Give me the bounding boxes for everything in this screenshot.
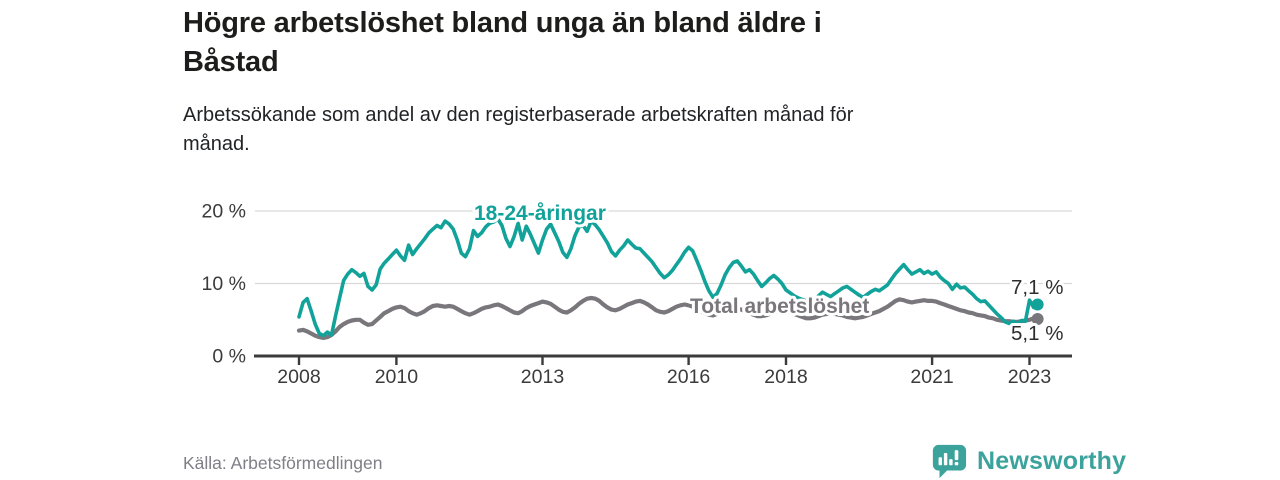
- title-line-1: Högre arbetslöshet bland unga än bland ä…: [183, 7, 822, 39]
- y-tick-label-0: 0 %: [212, 346, 246, 368]
- bar-chart-speech-bubble-icon: [932, 444, 967, 478]
- title-line-2: Båstad: [183, 46, 279, 78]
- total-series-label: Total arbetslöshet: [690, 295, 869, 318]
- brand-name: Newsworthy: [977, 446, 1127, 475]
- page-title: Högre arbetslöshet bland unga än bland ä…: [183, 4, 1183, 82]
- x-tick-label-2021: 2021: [910, 366, 953, 388]
- youth-end-dot: [1031, 298, 1044, 311]
- source-note: Källa: Arbetsförmedlingen: [183, 453, 383, 473]
- x-tick-label-2018: 2018: [764, 366, 807, 388]
- x-tick-label-2010: 2010: [375, 366, 419, 388]
- subtitle-line-2: månad.: [183, 133, 250, 155]
- youth-series-label: 18-24-åringar: [474, 202, 606, 225]
- x-tick-label-2013: 2013: [521, 366, 564, 388]
- x-tick-label-2023: 2023: [1008, 366, 1051, 388]
- y-tick-label-20: 20 %: [202, 201, 246, 223]
- subtitle-line-1: Arbetssökande som andel av den registerb…: [183, 104, 854, 126]
- newsworthy-logo[interactable]: Newsworthy: [930, 443, 1126, 479]
- total-end-value-label: 5,1 %: [1011, 322, 1063, 345]
- youth-end-value-label: 7,1 %: [1011, 276, 1063, 299]
- chart-subtitle: Arbetssökande som andel av den registerb…: [183, 101, 1183, 159]
- x-tick-label-2008: 2008: [277, 366, 320, 388]
- y-tick-label-10: 10 %: [202, 273, 246, 295]
- x-tick-label-2016: 2016: [667, 366, 710, 388]
- total-series-line: [296, 295, 1040, 340]
- youth-series-line: [297, 217, 1040, 338]
- total-end-dot: [1031, 313, 1044, 326]
